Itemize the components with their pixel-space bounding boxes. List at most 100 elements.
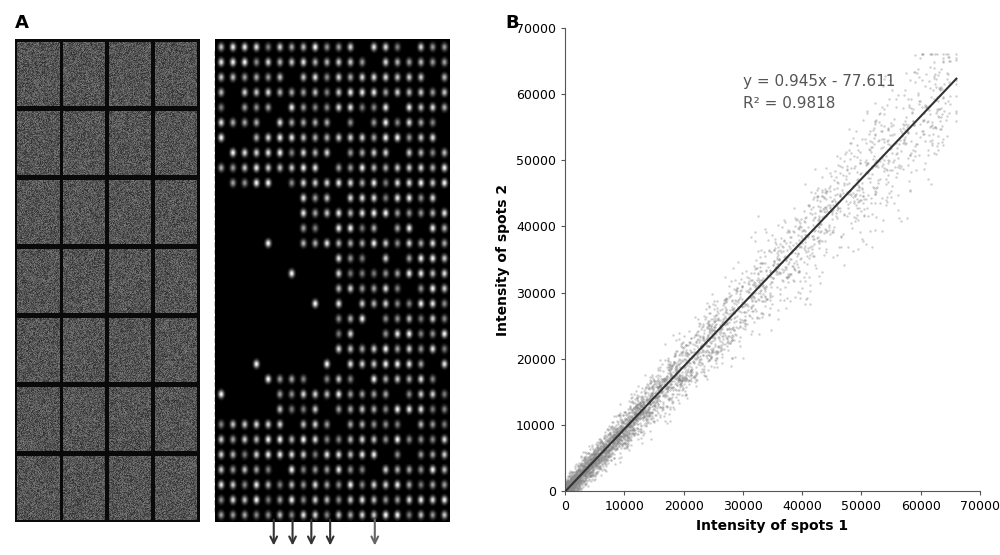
Point bbox=[609, 433, 625, 442]
Point bbox=[608, 436, 624, 445]
Point bbox=[593, 442, 609, 451]
Point bbox=[737, 324, 753, 333]
Point bbox=[566, 476, 582, 485]
Point bbox=[591, 463, 607, 472]
Point bbox=[600, 449, 616, 458]
Point bbox=[577, 467, 593, 476]
Point bbox=[637, 418, 653, 427]
Point bbox=[917, 103, 933, 112]
Point bbox=[626, 419, 642, 428]
Point bbox=[570, 466, 586, 475]
Point bbox=[587, 446, 603, 455]
Point bbox=[723, 276, 739, 285]
Point bbox=[775, 242, 791, 251]
Point bbox=[616, 427, 632, 436]
Point bbox=[597, 466, 613, 475]
Point bbox=[653, 385, 669, 394]
Point bbox=[624, 415, 640, 423]
Point bbox=[617, 444, 633, 453]
Point bbox=[922, 83, 938, 92]
Point bbox=[569, 474, 585, 483]
Point bbox=[685, 357, 701, 366]
Point bbox=[698, 341, 714, 350]
Point bbox=[789, 214, 805, 223]
Point bbox=[655, 391, 671, 400]
Point bbox=[721, 282, 737, 291]
Point bbox=[576, 478, 592, 487]
Point bbox=[815, 204, 831, 213]
Point bbox=[778, 239, 794, 248]
Point bbox=[664, 360, 680, 369]
Point bbox=[597, 444, 613, 453]
Point bbox=[596, 454, 612, 463]
Point bbox=[569, 475, 585, 484]
Point bbox=[581, 457, 597, 466]
Point bbox=[736, 307, 752, 316]
Point bbox=[584, 462, 600, 471]
Point bbox=[633, 427, 649, 436]
Point bbox=[567, 483, 583, 492]
Point bbox=[558, 487, 574, 496]
Point bbox=[566, 472, 582, 481]
Point bbox=[607, 431, 623, 440]
Point bbox=[865, 125, 881, 134]
Point bbox=[582, 445, 598, 454]
Point bbox=[594, 446, 610, 455]
Point bbox=[640, 394, 656, 403]
Point bbox=[668, 375, 684, 384]
Point bbox=[822, 193, 838, 201]
Point bbox=[564, 480, 580, 489]
Point bbox=[778, 265, 794, 274]
Point bbox=[580, 464, 596, 473]
Point bbox=[890, 91, 906, 100]
Point bbox=[731, 278, 747, 287]
Point bbox=[608, 439, 624, 448]
Point bbox=[601, 445, 617, 454]
Point bbox=[642, 400, 658, 408]
Point bbox=[820, 200, 836, 209]
Point bbox=[558, 483, 574, 492]
Point bbox=[796, 258, 812, 266]
Point bbox=[610, 411, 626, 420]
Point bbox=[578, 463, 594, 472]
Point bbox=[558, 485, 574, 494]
Point bbox=[668, 385, 684, 394]
Point bbox=[720, 336, 736, 345]
Point bbox=[634, 407, 650, 416]
Point bbox=[572, 480, 588, 488]
Point bbox=[615, 435, 631, 443]
Point bbox=[581, 463, 597, 472]
Point bbox=[567, 478, 583, 487]
Point bbox=[874, 153, 890, 162]
Point bbox=[656, 375, 672, 384]
Point bbox=[784, 248, 800, 256]
Point bbox=[588, 449, 604, 458]
Point bbox=[585, 455, 601, 464]
Point bbox=[560, 487, 576, 496]
Point bbox=[765, 261, 781, 270]
Point bbox=[703, 345, 719, 354]
Point bbox=[867, 189, 883, 198]
Point bbox=[772, 268, 788, 277]
Point bbox=[667, 349, 683, 358]
Point bbox=[629, 414, 645, 423]
Point bbox=[836, 179, 852, 188]
Point bbox=[561, 485, 577, 494]
Point bbox=[604, 441, 620, 450]
Point bbox=[559, 478, 575, 487]
Point bbox=[566, 480, 582, 488]
Point bbox=[582, 466, 598, 475]
Point bbox=[661, 374, 677, 383]
Point bbox=[569, 473, 585, 482]
Point bbox=[629, 412, 645, 421]
Point bbox=[664, 372, 680, 381]
Point bbox=[694, 359, 710, 367]
Point bbox=[791, 267, 807, 276]
Point bbox=[628, 402, 644, 411]
Point bbox=[818, 225, 834, 234]
Point bbox=[579, 466, 595, 475]
Point bbox=[718, 307, 734, 316]
Point bbox=[640, 399, 656, 408]
Point bbox=[621, 426, 637, 435]
Point bbox=[701, 321, 717, 330]
